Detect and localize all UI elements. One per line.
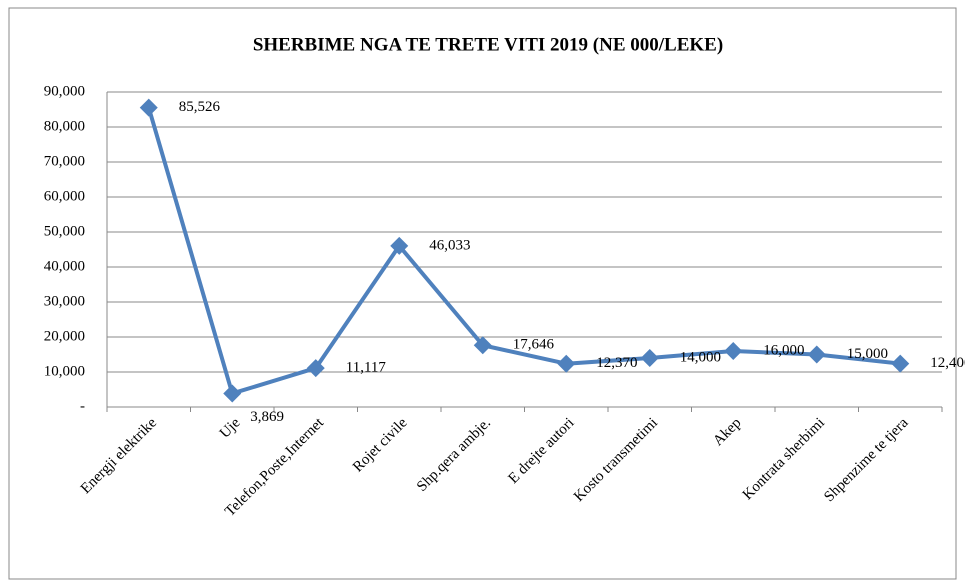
- point-marker: [640, 349, 659, 367]
- point-marker: [473, 336, 492, 355]
- y-tick-label: 50,000: [44, 223, 85, 239]
- chart-title: SHERBIME NGA TE TRETE VITI 2019 (NE 000/…: [253, 34, 723, 55]
- y-tick-label: 20,000: [44, 328, 85, 344]
- y-tick-label: 70,000: [44, 153, 85, 169]
- point-marker: [891, 354, 910, 373]
- point-marker: [724, 342, 743, 360]
- point-marker: [390, 236, 409, 255]
- chart-frame: [8, 7, 957, 580]
- series-line: [146, 107, 901, 396]
- y-tick-label: 10,000: [44, 363, 85, 379]
- data-label: 16,000: [763, 342, 804, 358]
- point-marker: [223, 384, 242, 403]
- data-label: 46,033: [429, 237, 470, 253]
- y-tick-label: 40,000: [44, 258, 85, 274]
- data-label: 12,400: [930, 355, 965, 371]
- y-tick-label: 30,000: [44, 293, 85, 309]
- data-label: 11,117: [346, 360, 387, 376]
- data-label: 15,000: [847, 346, 888, 362]
- y-tick-label: -: [80, 398, 85, 414]
- y-tick-label: 60,000: [44, 188, 85, 204]
- data-label: 3,869: [250, 409, 284, 425]
- data-label: 14,000: [680, 349, 721, 365]
- point-marker: [557, 354, 576, 373]
- data-label: 17,646: [513, 337, 555, 353]
- point-marker: [139, 98, 158, 117]
- data-label: 85,526: [179, 99, 221, 115]
- point-marker: [807, 345, 826, 364]
- y-tick-label: 90,000: [44, 83, 85, 99]
- y-tick-label: 80,000: [44, 118, 85, 134]
- point-marker: [306, 359, 325, 378]
- data-label: 12,370: [596, 355, 637, 371]
